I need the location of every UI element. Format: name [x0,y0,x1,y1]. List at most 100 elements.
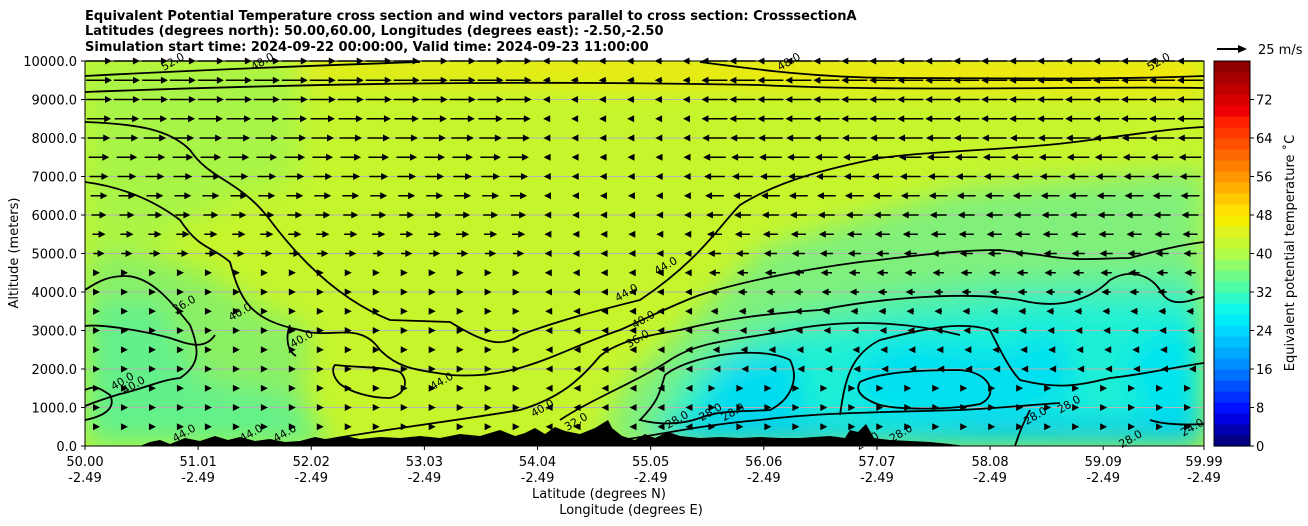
colorbar-tick-label: 16 [1256,363,1273,378]
wind-vector-head [1100,404,1108,411]
wind-vector-head [1124,192,1132,200]
wind-vector-head [92,404,100,411]
wind-vector-head [1075,327,1083,334]
wind-vector-head [296,192,304,200]
contour-line [332,364,406,399]
wind-vector-head [101,173,109,180]
wind-vector-head [905,288,913,296]
wind-vector-head [544,269,552,277]
wind-vector-head [351,211,359,219]
wind-vector-head [1125,211,1133,219]
colorbar-tick-label: 24 [1256,325,1273,340]
wind-vector-head [298,153,306,161]
wind-vector-head [685,384,693,392]
contour-line [85,121,1204,344]
wind-vector-head [845,211,853,219]
wind-vector-head [757,76,765,84]
wind-vector-head [735,250,743,257]
wind-vector-head [438,153,445,161]
wind-vector-head [816,192,824,200]
wind-vector-head [1104,346,1112,354]
wind-vector-head [685,423,693,431]
wind-vector-head [428,365,436,373]
colorbar-band [1214,369,1250,381]
wind-vector-head [903,250,911,257]
wind-vector-head [216,96,224,103]
wind-vector-head [1037,134,1045,142]
wind-vector-head [1072,404,1080,411]
wind-vector-head [216,76,224,84]
wind-vector-head [1093,134,1101,142]
wind-vector-head [958,230,966,238]
wind-vector-head [870,134,878,142]
wind-vector-head [907,327,915,334]
wind-vector-head [242,153,250,161]
wind-vector-head [1074,307,1082,315]
wind-vector-head [986,230,994,238]
wind-vector-head [1128,423,1136,431]
wind-vector-head [466,134,474,142]
wind-vector-head [484,423,492,431]
wind-vector-head [412,76,420,84]
wind-vector-head [1122,153,1130,161]
wind-vector-head [572,288,580,296]
wind-vector-head [737,288,745,296]
wind-vector-head [160,76,168,84]
wind-vector-head [128,192,136,200]
x-tick-label-lon: -2.49 [1086,471,1120,486]
wind-vector-head [760,173,768,180]
wind-vector-head [237,250,245,257]
wind-vector-head [490,230,498,238]
wind-vector-head [1178,153,1186,161]
wind-vector-head [1044,269,1052,277]
wind-vector-head [300,76,308,84]
wind-vector-head [785,76,793,84]
wind-vector-head [932,423,940,431]
wind-vector-head [148,404,156,411]
wind-vector-head [1017,288,1025,296]
x-tick-label-lat: 52.02 [293,455,330,470]
wind-vector-head [288,346,296,354]
wind-vector-head [848,423,856,431]
wind-vector-head [372,327,380,334]
wind-vector-head [904,423,912,431]
wind-vector-head [841,115,849,123]
wind-vector-head [410,153,418,161]
colorbar-band [1214,402,1250,414]
wind-vector-head [440,76,448,84]
wind-vector-head [600,288,608,296]
wind-vector-head [543,115,551,123]
wind-vector-head [484,307,492,315]
colorbar-band [1214,424,1250,436]
wind-vector-head [740,346,748,354]
wind-vector-head [655,192,663,200]
wind-vector-head [148,307,156,315]
x-tick-label-lon: -2.49 [181,471,215,486]
wind-vector-head [684,269,692,277]
wind-vector-head [158,153,166,161]
wind-vector-head [244,115,252,123]
wind-vector-head [732,173,740,180]
wind-vector-head [1177,134,1185,142]
wind-vector-head [1045,288,1053,296]
wind-vector-head [232,346,240,354]
x-tick-label-lat: 58.08 [971,455,1008,470]
wind-vector-head [468,76,476,84]
wind-vector-head [656,211,664,219]
wind-vector-head [464,192,472,200]
x-axis-label-longitude: Longitude (degrees E) [559,503,703,518]
wind-vector-head [380,192,388,200]
wind-vector-head [456,384,464,392]
wind-vector-head [813,115,821,123]
wind-vector-head [293,250,301,257]
wind-vector-head [543,153,551,161]
wind-vector-head [522,134,530,142]
wind-vector-head [843,173,851,180]
wind-vector-head [267,211,275,219]
contour-line [1014,409,1031,446]
wind-vector-head [629,365,637,373]
wind-vector-head [683,192,691,200]
contour-line [85,181,1204,377]
wind-vector-head [1157,288,1165,296]
wind-vector-head [484,269,492,277]
